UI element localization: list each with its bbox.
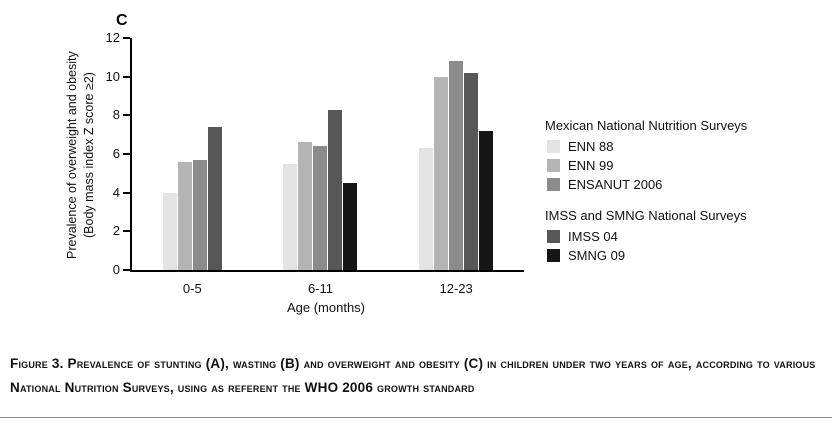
legend-swatch-icon — [547, 159, 560, 172]
bar-ensanut-2006-0-5 — [192, 159, 207, 270]
x-axis-category-label: 12-23 — [439, 281, 473, 296]
bar-smng-09-12-23 — [479, 130, 494, 270]
legend-swatch-icon — [547, 178, 560, 191]
legend-item: ENSANUT 2006 — [547, 177, 747, 192]
legend-item: ENN 88 — [547, 139, 747, 154]
panel-label: C — [116, 12, 128, 29]
y-axis-tick-label: 8 — [112, 107, 120, 123]
x-axis-title: Age (months) — [286, 300, 366, 315]
legend-item: IMSS 04 — [547, 229, 747, 244]
x-axis-category-label: 6-11 — [307, 281, 334, 296]
bar-ensanut-2006-12-23 — [449, 61, 464, 270]
y-axis-tick — [123, 75, 130, 78]
legend-item: ENN 99 — [547, 158, 747, 173]
x-axis-category-label: 0-5 — [182, 281, 202, 296]
y-axis-tick-label: 2 — [112, 223, 120, 239]
bar-imss-04-0-5 — [207, 126, 222, 270]
legend-swatch-icon — [547, 230, 560, 243]
legend-group-title: Mexican National Nutrition Surveys — [545, 118, 748, 133]
y-axis-tick-label: 4 — [112, 184, 120, 200]
legend-item-label: SMNG 09 — [568, 248, 626, 263]
legend-item-label: ENN 99 — [568, 158, 614, 173]
bar-group-0-5: 0-5 — [162, 38, 222, 296]
y-axis-tick — [123, 114, 130, 117]
bar-enn-99-6-11 — [298, 142, 313, 270]
divider — [0, 417, 832, 418]
figure-caption: Figure 3. Prevalence of stunting (A), wa… — [10, 356, 816, 395]
bar-enn-99-12-23 — [434, 76, 449, 270]
y-axis-tick-label: 6 — [112, 146, 120, 161]
bar-smng-09-6-11 — [343, 183, 358, 270]
legend: Mexican National Nutrition Surveys ENN 88… — [545, 118, 747, 267]
bar-enn-88-12-23 — [419, 148, 434, 270]
bar-group-6-11: 6-11 — [283, 38, 358, 296]
y-axis-tick-label: 12 — [105, 30, 120, 45]
plot-area: 0-5 6-11 12-23 0 2 4 6 8 10 12 — [106, 30, 524, 296]
bar-imss-04-12-23 — [464, 72, 479, 270]
legend-item-label: ENSANUT 2006 — [568, 177, 663, 192]
bar-enn-88-6-11 — [283, 163, 298, 270]
y-axis-tick-label: 10 — [105, 68, 120, 84]
legend-item: SMNG 09 — [547, 248, 747, 263]
legend-item-label: IMSS 04 — [568, 229, 618, 244]
legend-group-title: IMSS and SMNG National Surveys — [545, 208, 747, 223]
bar-group-12-23: 12-23 — [419, 38, 494, 296]
y-axis-tick — [123, 269, 130, 271]
bar-enn-88-0-5 — [162, 192, 177, 270]
legend-swatch-icon — [547, 249, 560, 262]
y-axis-tick — [123, 153, 130, 155]
bar-ensanut-2006-6-11 — [313, 146, 328, 270]
bar-imss-04-6-11 — [328, 109, 343, 270]
bar-enn-99-0-5 — [177, 161, 192, 270]
y-axis-tick — [123, 37, 130, 39]
y-axis-tick — [123, 191, 130, 194]
legend-swatch-icon — [547, 140, 560, 153]
y-axis-tick-label: 0 — [112, 262, 120, 277]
y-axis-tick — [123, 230, 130, 233]
legend-item-label: ENN 88 — [568, 139, 614, 154]
y-axis-title-line1: Prevalence of overweight and obesity — [65, 51, 79, 259]
bar-groups: 0-5 6-11 12-23 — [132, 38, 524, 296]
